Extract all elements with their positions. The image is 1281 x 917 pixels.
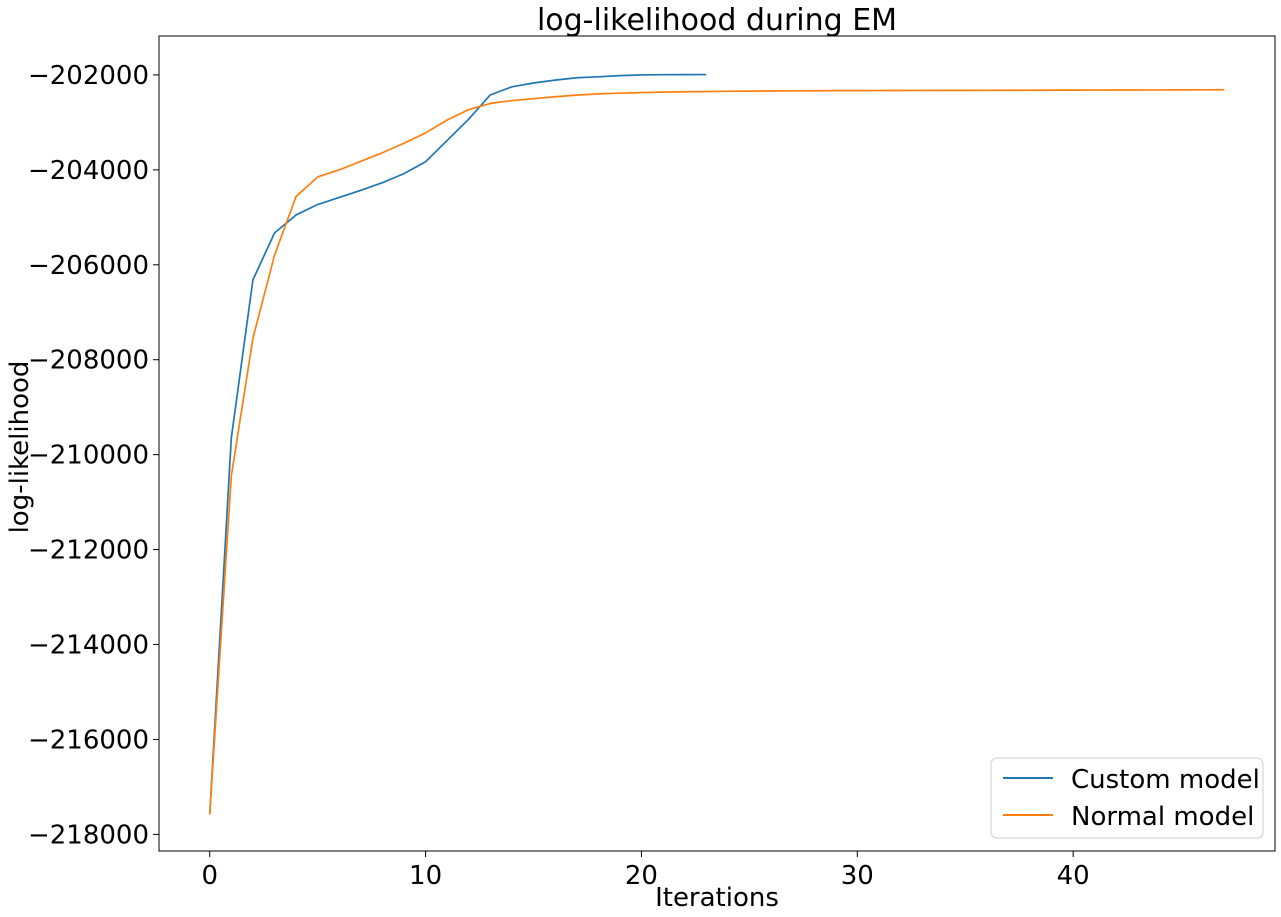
chart-title: log-likelihood during EM xyxy=(537,3,897,38)
series-layer xyxy=(208,73,1225,815)
y-tick-label: −218000 xyxy=(28,820,149,850)
x-axis-label: Iterations xyxy=(655,883,779,913)
series-line-normal-model xyxy=(208,88,1225,815)
legend-box xyxy=(990,757,1264,839)
x-tick-label: 30 xyxy=(841,861,874,891)
legend: Custom model Normal model xyxy=(990,757,1264,839)
x-tick-label: 20 xyxy=(625,861,658,891)
y-axis: −218000 −216000 −214000 −212000 −210000 −2080… xyxy=(28,61,159,850)
series-line-custom-model xyxy=(208,73,707,815)
legend-label-custom-model: Custom model xyxy=(1071,765,1260,795)
plot-frame xyxy=(158,35,1276,852)
y-tick-label: −214000 xyxy=(28,631,149,661)
y-tick-label: −216000 xyxy=(28,725,149,755)
x-axis: 0 10 20 30 40 xyxy=(201,851,1090,891)
y-tick-label: −206000 xyxy=(28,251,149,281)
y-tick-label: −208000 xyxy=(28,346,149,376)
y-tick-label: −210000 xyxy=(28,441,149,471)
x-tick-label: 40 xyxy=(1057,861,1090,891)
x-tick-label: 10 xyxy=(409,861,442,891)
y-tick-label: −202000 xyxy=(28,61,149,91)
x-tick-label: 0 xyxy=(201,861,218,891)
y-axis-label: log-likelihood xyxy=(5,361,35,534)
y-tick-label: −212000 xyxy=(28,536,149,566)
y-tick-label: −204000 xyxy=(28,156,149,186)
legend-label-normal-model: Normal model xyxy=(1071,802,1254,832)
